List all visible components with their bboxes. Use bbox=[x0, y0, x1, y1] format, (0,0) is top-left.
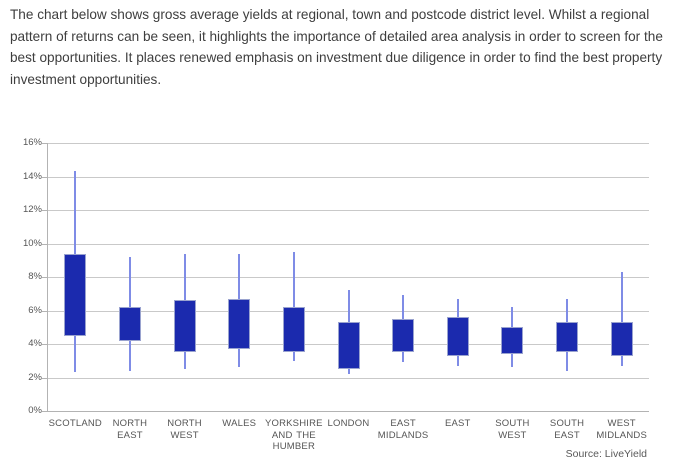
yield-range-box bbox=[337, 322, 360, 370]
plot-area: SCOTLAND NORTH EAST NORTH WEST WALES YORKSHI… bbox=[47, 143, 649, 452]
category-label: NORTH EAST bbox=[112, 418, 148, 441]
y-axis-tick bbox=[42, 378, 47, 379]
gridline bbox=[48, 143, 649, 144]
yield-range-box bbox=[118, 307, 141, 341]
y-axis-label: 12% bbox=[22, 204, 42, 215]
y-axis-label: 4% bbox=[28, 338, 42, 349]
yield-boxplot-chart: SCOTLAND NORTH EAST NORTH WEST WALES YORKSHI… bbox=[0, 135, 684, 466]
category-label: YORKSHIRE AND THE HUMBER bbox=[264, 418, 323, 452]
y-axis-tick bbox=[42, 344, 47, 345]
yield-range-box bbox=[173, 300, 196, 353]
gridline bbox=[48, 378, 649, 379]
category-label: EAST bbox=[444, 418, 471, 429]
y-axis-label: 16% bbox=[22, 137, 42, 148]
yield-range-box bbox=[228, 298, 251, 350]
y-axis-label: 8% bbox=[28, 271, 42, 282]
y-axis-tick bbox=[42, 411, 47, 412]
category-label: SOUTH EAST bbox=[549, 418, 585, 441]
y-axis-tick bbox=[42, 143, 47, 144]
yield-range-box bbox=[392, 318, 415, 353]
category-label: WALES bbox=[222, 418, 257, 429]
y-axis-label: 0% bbox=[28, 405, 42, 416]
category-label: LONDON bbox=[327, 418, 370, 429]
gridline bbox=[48, 210, 649, 211]
y-axis-label: 14% bbox=[22, 171, 42, 182]
gridline bbox=[48, 277, 649, 278]
category-label: SOUTH WEST bbox=[495, 418, 530, 441]
yield-range-box bbox=[64, 253, 87, 336]
yield-range-box bbox=[501, 327, 524, 355]
yield-range-box bbox=[446, 317, 469, 356]
source-caption: Source: LiveYield bbox=[565, 448, 647, 460]
y-axis-tick bbox=[42, 277, 47, 278]
y-axis-tick bbox=[42, 177, 47, 178]
y-axis-tick bbox=[42, 244, 47, 245]
gridline bbox=[48, 244, 649, 245]
yield-range-box bbox=[282, 307, 305, 353]
y-axis-tick bbox=[42, 210, 47, 211]
gridline bbox=[48, 177, 649, 178]
category-label: WEST MIDLANDS bbox=[596, 418, 648, 441]
category-label: SCOTLAND bbox=[48, 418, 102, 429]
y-axis-label: 2% bbox=[28, 372, 42, 383]
yield-range-box bbox=[556, 322, 579, 353]
yield-range-box bbox=[610, 322, 633, 356]
intro-paragraph: The chart below shows gross average yiel… bbox=[10, 7, 663, 87]
y-axis-label: 6% bbox=[28, 305, 42, 316]
y-axis-label: 10% bbox=[22, 238, 42, 249]
y-axis-tick bbox=[42, 311, 47, 312]
whisker-line bbox=[620, 271, 623, 366]
category-label: NORTH WEST bbox=[167, 418, 202, 441]
whisker-line bbox=[292, 251, 295, 361]
category-label: EAST MIDLANDS bbox=[377, 418, 429, 441]
